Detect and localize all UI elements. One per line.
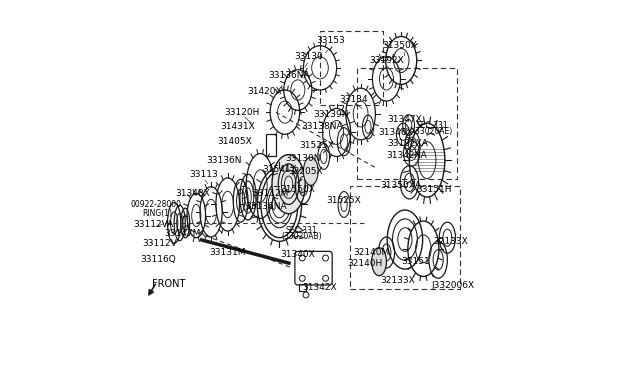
Text: 31350XA: 31350XA [381,182,422,190]
Text: 33136NA: 33136NA [268,71,309,80]
Text: 31342XA: 31342XA [387,151,427,160]
Text: SEC.331: SEC.331 [285,226,317,235]
Text: 33116Q: 33116Q [140,255,176,264]
Text: J332006X: J332006X [431,281,474,290]
Text: 33147M: 33147M [164,230,201,238]
Text: 33192X: 33192X [369,56,404,65]
Text: 31550X: 31550X [280,185,316,194]
Text: 32133X: 32133X [434,237,468,246]
Text: 31340X: 31340X [280,250,316,259]
Text: 33130: 33130 [294,52,323,61]
Text: 33138NA: 33138NA [301,122,342,131]
Text: 31350X: 31350X [382,41,417,50]
Text: 31405X: 31405X [218,137,252,146]
Text: 33131M: 33131M [209,248,246,257]
Text: 33134: 33134 [339,95,367,104]
Text: 31347X: 31347X [388,115,422,124]
Text: 33112V: 33112V [142,239,177,248]
Text: 31525X: 31525X [299,141,333,150]
Text: 31348X: 31348X [175,189,210,198]
Text: 32140H: 32140H [348,259,383,268]
Ellipse shape [303,157,318,185]
Text: 31420X: 31420X [247,87,282,96]
Ellipse shape [272,155,305,214]
Text: 33136N: 33136N [206,155,242,165]
Text: 33192XA: 33192XA [387,139,428,148]
Text: 33112VA: 33112VA [134,220,174,229]
Text: FRONT: FRONT [152,279,186,289]
Bar [299,284,306,291]
Text: (33020AB): (33020AB) [281,232,322,241]
Text: RING(1): RING(1) [142,209,172,218]
Text: 31431X: 31431X [221,122,255,131]
Text: 32140M: 32140M [353,248,390,257]
Text: 33139N: 33139N [314,109,349,119]
Text: 33151H: 33151H [417,185,452,194]
Text: 33120H: 33120H [225,108,260,117]
Text: 31342X: 31342X [303,283,337,292]
Text: 31525X: 31525X [326,196,362,205]
Text: 00922-28000: 00922-28000 [130,200,181,209]
Bar [266,134,276,157]
Text: SEC.331: SEC.331 [417,121,449,129]
Text: 33153: 33153 [317,36,346,45]
Text: 33136NA: 33136NA [246,202,287,211]
Text: 32133X: 32133X [380,276,415,285]
Text: 31541Y: 31541Y [262,165,296,174]
Text: 32205X: 32205X [288,167,323,176]
Text: (33020AE): (33020AE) [413,127,452,136]
Text: 33151: 33151 [402,257,430,266]
Ellipse shape [372,248,387,276]
Text: 33112M: 33112M [252,189,289,198]
Text: 31346X: 31346X [378,128,413,137]
Text: 33130N: 33130N [285,154,321,163]
Text: 33113: 33113 [189,170,218,179]
